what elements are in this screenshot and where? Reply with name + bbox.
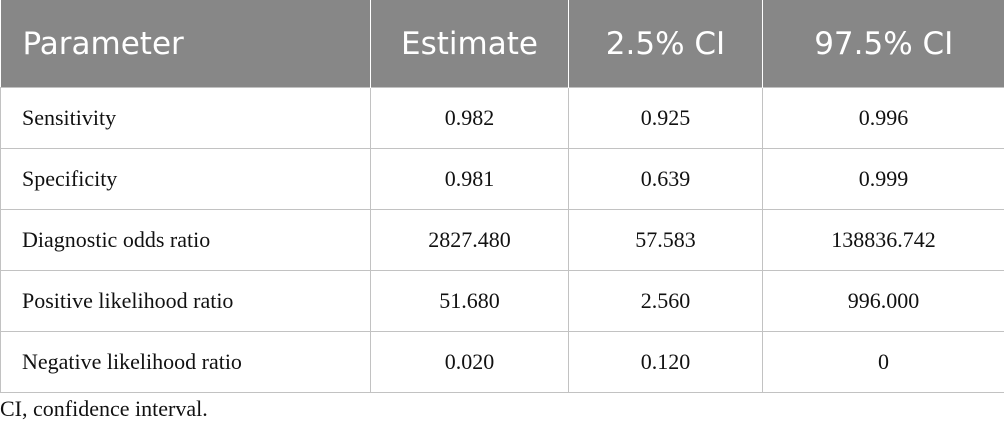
ci-upper-cell: 996.000 xyxy=(762,270,1004,332)
ci-upper-cell: 0.996 xyxy=(762,87,1004,149)
results-table: Parameter Estimate 2.5% CI 97.5% CI Sens… xyxy=(0,0,1004,393)
ci-upper-cell: 0.999 xyxy=(762,148,1004,210)
estimate-cell: 0.982 xyxy=(370,87,569,149)
header-ci-lower: 2.5% CI xyxy=(568,0,763,88)
ci-lower-cell: 2.560 xyxy=(568,270,763,332)
table-row: Sensitivity 0.982 0.925 0.996 xyxy=(0,87,1004,149)
parameter-cell: Diagnostic odds ratio xyxy=(0,209,371,271)
table-footnote: CI, confidence interval. xyxy=(0,396,208,421)
estimate-cell: 2827.480 xyxy=(370,209,569,271)
table-row: Diagnostic odds ratio 2827.480 57.583 13… xyxy=(0,209,1004,271)
parameter-cell: Negative likelihood ratio xyxy=(0,331,371,393)
estimate-cell: 0.020 xyxy=(370,331,569,393)
parameter-cell: Positive likelihood ratio xyxy=(0,270,371,332)
header-row: Parameter Estimate 2.5% CI 97.5% CI xyxy=(0,0,1004,88)
ci-lower-cell: 0.120 xyxy=(568,331,763,393)
header-ci-upper: 97.5% CI xyxy=(762,0,1004,88)
ci-upper-cell: 0 xyxy=(762,331,1004,393)
parameter-cell: Sensitivity xyxy=(0,87,371,149)
header-parameter: Parameter xyxy=(0,0,371,88)
ci-lower-cell: 0.925 xyxy=(568,87,763,149)
estimate-cell: 51.680 xyxy=(370,270,569,332)
ci-upper-cell: 138836.742 xyxy=(762,209,1004,271)
header-estimate: Estimate xyxy=(370,0,569,88)
table-row: Specificity 0.981 0.639 0.999 xyxy=(0,148,1004,210)
table-row: Positive likelihood ratio 51.680 2.560 9… xyxy=(0,270,1004,332)
ci-lower-cell: 0.639 xyxy=(568,148,763,210)
table-row: Negative likelihood ratio 0.020 0.120 0 xyxy=(0,331,1004,393)
estimate-cell: 0.981 xyxy=(370,148,569,210)
parameter-cell: Specificity xyxy=(0,148,371,210)
ci-lower-cell: 57.583 xyxy=(568,209,763,271)
